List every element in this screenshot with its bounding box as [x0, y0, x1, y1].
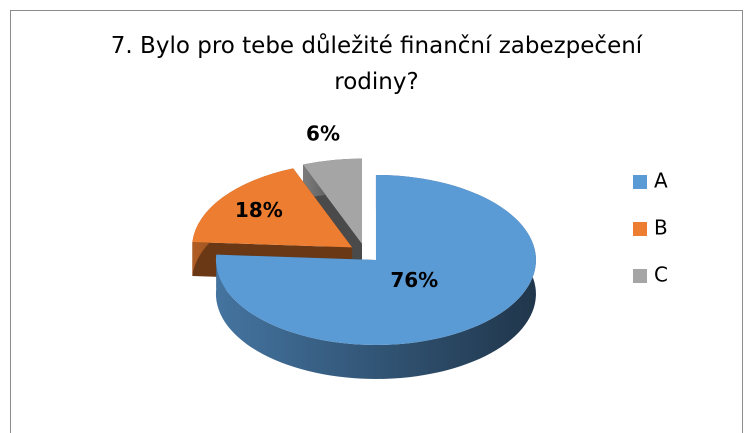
legend-label: B: [654, 216, 668, 240]
slice: [192, 168, 353, 248]
chart-frame: [10, 10, 743, 433]
data-label: 6%: [306, 122, 340, 146]
slice: [303, 158, 363, 244]
slice: [215, 174, 536, 345]
chart-title: 7. Bylo pro tebe důležité finanční zabez…: [110, 33, 643, 95]
data-label: 18%: [235, 198, 283, 222]
legend-swatch: [633, 222, 647, 236]
legend-swatch: [633, 175, 647, 189]
legend-label: A: [654, 169, 668, 193]
legend-swatch: [633, 269, 647, 283]
legend-label: C: [654, 263, 668, 287]
data-label: 76%: [390, 268, 438, 292]
